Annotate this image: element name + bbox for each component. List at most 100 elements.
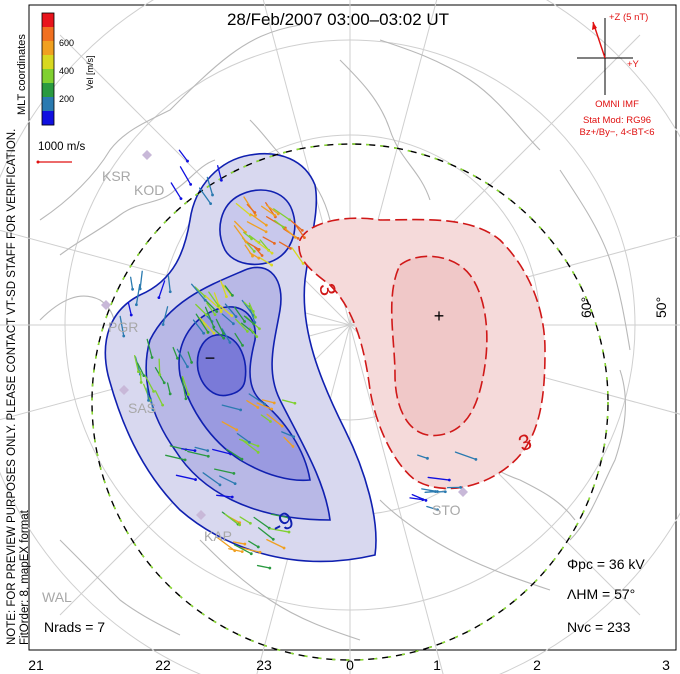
velocity-vector (254, 246, 263, 257)
lat-label-50: 50° (653, 297, 669, 318)
velocity-vectors (119, 149, 478, 570)
velocity-vector (246, 203, 256, 214)
velocity-vector (246, 400, 259, 409)
velocity-vector (266, 204, 279, 215)
colorbar-tick-200: 200 (59, 94, 74, 104)
velocity-colorbar: 600 400 200 Vel [m/s] (41, 12, 95, 126)
imf-source: OMNI IMF (595, 99, 639, 110)
velocity-vector (165, 454, 186, 461)
velocity-vector (144, 375, 155, 393)
lat-label-60: 60° (578, 297, 594, 318)
velocity-vector (195, 303, 207, 316)
hm-boundary-green (91, 143, 609, 661)
potential-max-marker: + (434, 306, 445, 326)
velocity-vector (236, 432, 251, 443)
velocity-vector (221, 421, 238, 431)
negative-potential-cell (104, 153, 377, 563)
velocity-vector (246, 221, 267, 233)
velocity-vector (228, 548, 243, 553)
velocity-vector (243, 231, 253, 240)
colorbar-cell (42, 97, 54, 112)
velocity-vector (258, 256, 273, 266)
velocity-vector (212, 327, 225, 339)
velocity-vector (143, 383, 151, 402)
velocity-vector (260, 205, 276, 217)
velocity-vector (194, 446, 209, 452)
velocity-vector (158, 358, 161, 376)
velocity-vector (170, 182, 182, 200)
velocity-vector (213, 468, 235, 475)
velocity-vector (294, 222, 306, 239)
velocity-vector (221, 404, 242, 411)
velocity-vector (204, 295, 222, 311)
velocity-vector (409, 497, 424, 501)
positive-potential-cell (298, 217, 546, 490)
velocity-vector (243, 315, 255, 325)
velocity-vector (234, 220, 247, 233)
velocity-vector (154, 390, 164, 406)
velocity-vector (119, 315, 125, 337)
velocity-vector (181, 377, 187, 400)
velocity-vector (215, 318, 225, 335)
map-title: 28/Feb/2007 03:00–03:02 UT (227, 10, 449, 29)
velocity-vector (139, 270, 143, 290)
velocity-vector (241, 322, 254, 333)
velocity-vector (256, 402, 273, 410)
colorbar-cell (42, 27, 54, 42)
plot-frame (28, 4, 677, 651)
velocity-vector (254, 239, 273, 254)
velocity-vector (270, 513, 290, 519)
velocity-vector (221, 328, 231, 344)
velocity-vector (253, 516, 270, 529)
mlt-tick-23: 23 (256, 657, 272, 673)
velocity-vector (130, 276, 134, 290)
velocity-vector (259, 239, 270, 251)
velocity-vector (158, 280, 166, 299)
velocity-vector (427, 476, 450, 481)
velocity-vector (187, 450, 209, 457)
colorbar-border (41, 12, 55, 126)
velocity-vector (248, 540, 259, 548)
velocity-vector (249, 327, 258, 338)
neg-contour-core (196, 334, 247, 397)
velocity-vector (216, 537, 236, 552)
stat-lambda-hm: ΛHM = 57° (567, 586, 635, 602)
velocity-vector (127, 301, 132, 316)
velocity-vector (281, 399, 296, 404)
velocity-vector (243, 301, 254, 313)
velocity-vector (190, 283, 206, 301)
stat-phi-pc: Φpc = 36 kV (567, 556, 645, 572)
velocity-vector (224, 513, 241, 526)
velocity-vector (198, 187, 212, 205)
imf-z-label: +Z (5 nT) (609, 12, 648, 23)
coastlines (39, 24, 631, 641)
mlt-tick-3: 3 (662, 657, 670, 673)
velocity-vector (249, 213, 267, 226)
colorbar-cells (42, 13, 54, 126)
preview-note: NOTE: FOR PREVIEW PURPOSES ONLY. PLEASE … (6, 129, 18, 645)
velocity-vector (424, 490, 437, 493)
velocity-vector (226, 448, 243, 460)
velocity-vector (222, 284, 232, 296)
velocity-vector (224, 303, 237, 318)
coord-label: MLT coordinates (16, 34, 28, 115)
velocity-vector (261, 399, 275, 404)
velocity-vector (234, 332, 244, 347)
velocity-vector (221, 313, 235, 325)
velocity-vector (249, 252, 260, 259)
station-sto: STO (432, 502, 461, 518)
colorbar-tick-400: 400 (59, 66, 74, 76)
velocity-vector (266, 538, 285, 549)
velocity-vector (239, 516, 252, 524)
velocity-vector (178, 149, 189, 162)
mlt-tick-2: 2 (533, 657, 541, 673)
velocity-vector (194, 286, 206, 297)
mlt-tick-0: 0 (346, 657, 354, 673)
velocity-vector (239, 546, 261, 553)
station-wal: WAL (42, 589, 72, 605)
velocity-vector (134, 355, 140, 373)
velocity-vector (454, 451, 477, 461)
velocity-vector (220, 280, 228, 298)
colorbar-cell (42, 83, 54, 98)
